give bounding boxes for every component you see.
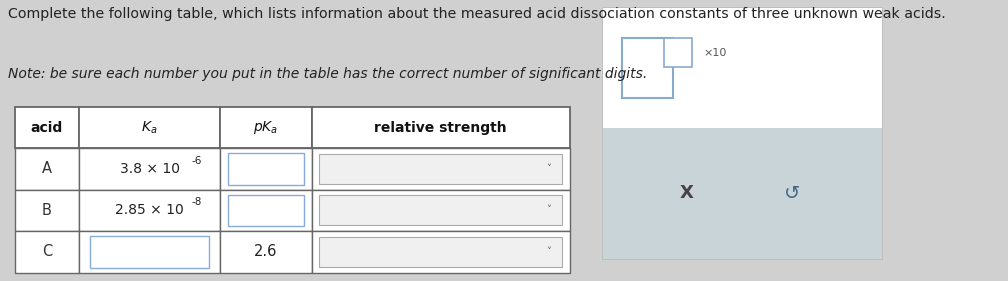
Text: -6: -6: [192, 156, 203, 166]
Text: C: C: [42, 244, 52, 259]
Text: ×10: ×10: [704, 48, 727, 58]
Text: B: B: [42, 203, 52, 218]
Text: ↺: ↺: [784, 184, 800, 203]
Text: -8: -8: [192, 197, 203, 207]
Text: $K_a$: $K_a$: [141, 119, 158, 136]
Text: Note: be sure each number you put in the table has the correct number of signifi: Note: be sure each number you put in the…: [8, 67, 647, 81]
Text: 2.6: 2.6: [254, 244, 277, 259]
Text: ˅: ˅: [546, 164, 551, 174]
Text: X: X: [679, 185, 694, 203]
Text: $pK_a$: $pK_a$: [253, 119, 278, 136]
Text: A: A: [42, 162, 52, 176]
Text: 2.85 × 10: 2.85 × 10: [115, 203, 183, 217]
Text: relative strength: relative strength: [374, 121, 507, 135]
Text: acid: acid: [31, 121, 64, 135]
Text: Complete the following table, which lists information about the measured acid di: Complete the following table, which list…: [8, 7, 946, 21]
Text: ˅: ˅: [546, 205, 551, 216]
Text: ˅: ˅: [546, 247, 551, 257]
Text: 3.8 × 10: 3.8 × 10: [120, 162, 179, 176]
